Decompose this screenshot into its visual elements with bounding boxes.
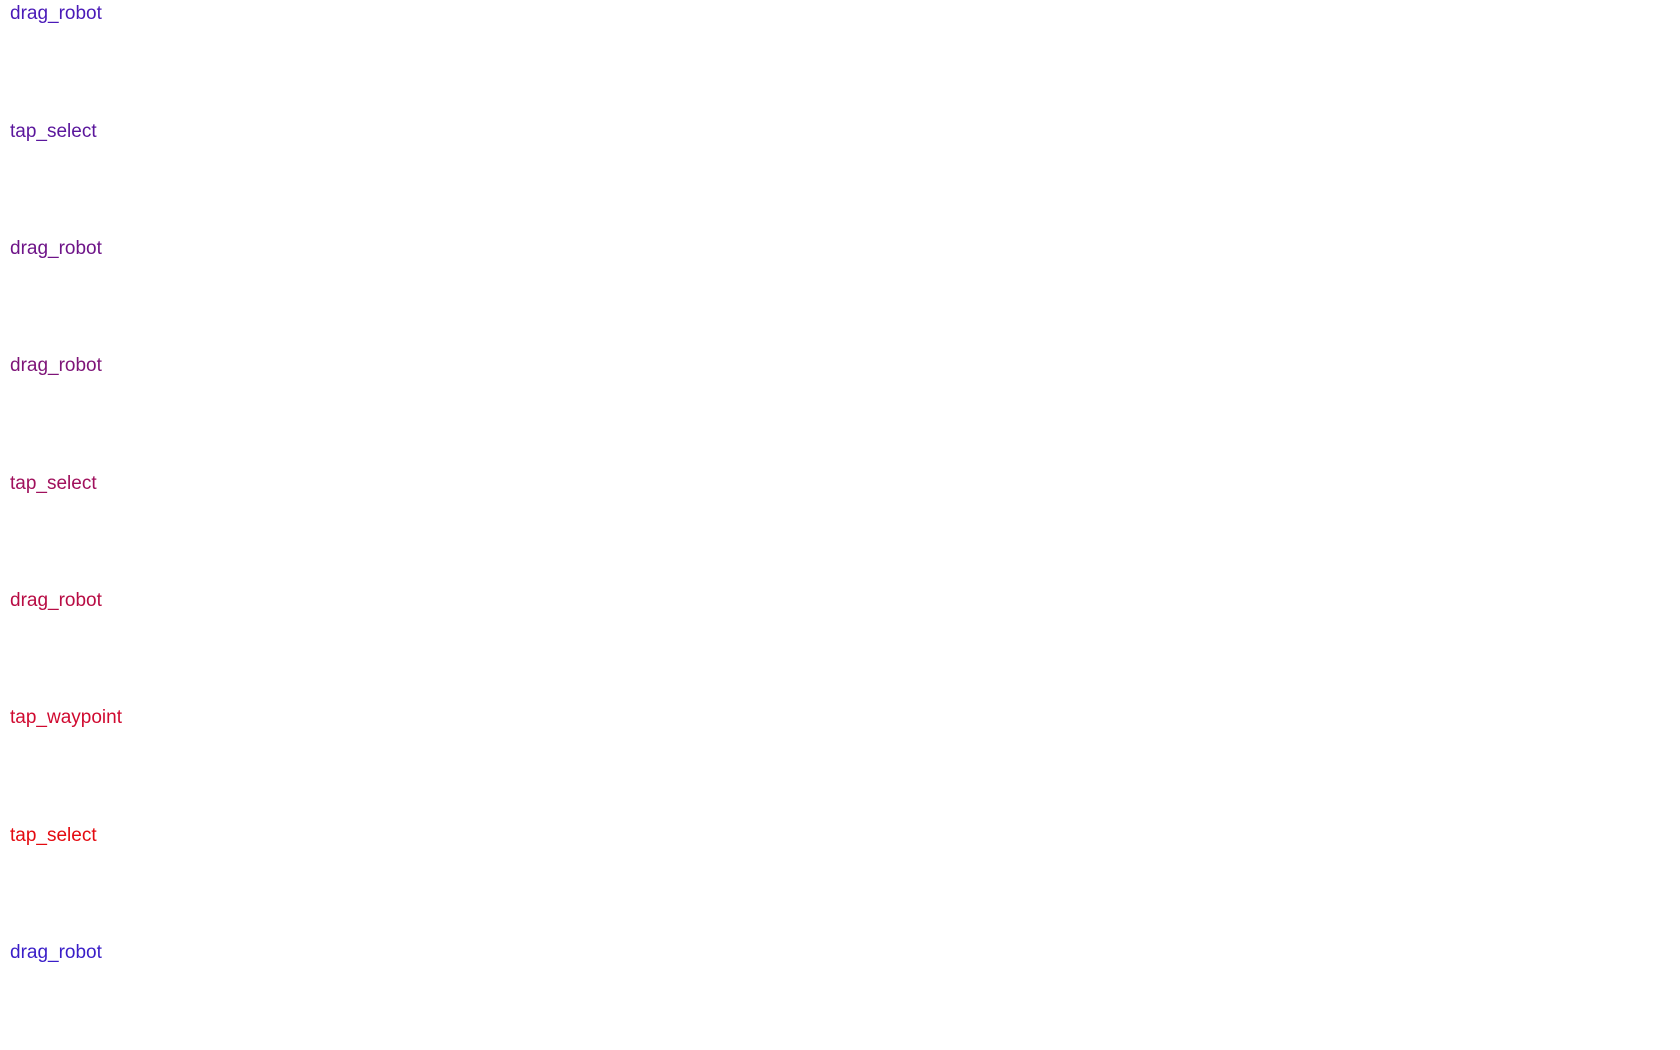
action-label-drag-robot: drag_robot — [10, 3, 103, 24]
action-label-tap-select: tap_select — [10, 473, 97, 494]
action-label-tap-select: tap_select — [10, 121, 97, 142]
action-label-drag-robot: drag_robot — [10, 590, 103, 611]
action-label-tap-waypoint: tap_waypoint — [10, 707, 123, 728]
action-labels: drag_robot tap_select drag_robot drag_ro… — [10, 3, 123, 963]
action-label-drag-robot: drag_robot — [10, 942, 103, 963]
action-label-tap-select: tap_select — [10, 825, 97, 846]
action-label-drag-robot: drag_robot — [10, 355, 103, 376]
action-label-drag-robot: drag_robot — [10, 238, 103, 259]
